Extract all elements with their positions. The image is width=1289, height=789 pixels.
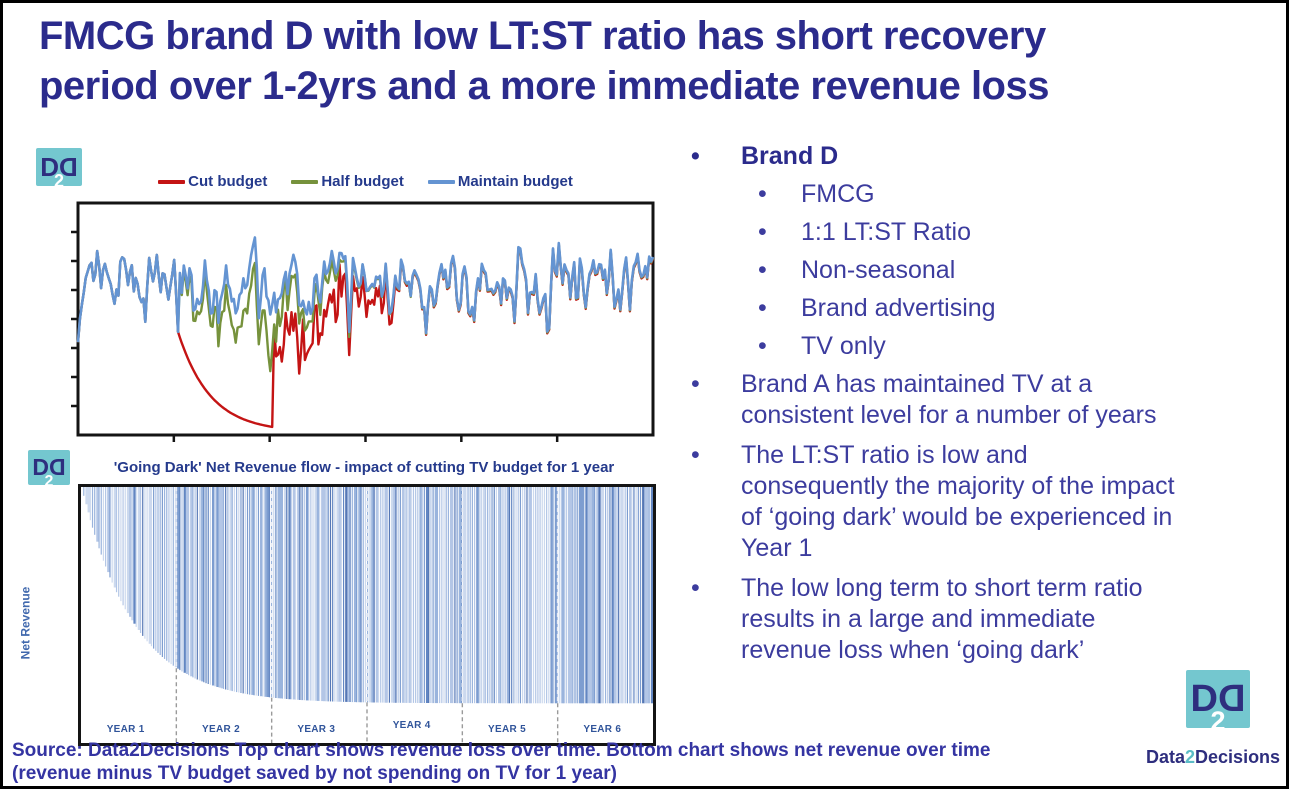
bullet-brand-a-maintained: • Brand A has maintained TV at a consist… — [683, 369, 1175, 431]
bullet-text: Brand advertising — [801, 294, 996, 322]
bullet-text: Brand A has maintained TV at a consisten… — [741, 370, 1157, 429]
bullet-non-seasonal: • Non-seasonal — [683, 255, 1175, 286]
bullet-text: TV only — [801, 332, 886, 360]
bullet-list: • Brand D • FMCG • 1:1 LT:ST Ratio • Non… — [683, 141, 1175, 675]
wordmark-2: 2 — [1185, 747, 1196, 767]
bullet-tv-only: • TV only — [683, 331, 1175, 362]
source-line1: Source: Data2Decisions Top chart shows r… — [12, 740, 991, 761]
logo-letter: D — [32, 454, 49, 480]
bullet-fmcg: • FMCG — [683, 179, 1175, 210]
net-revenue-bar-chart — [78, 484, 656, 746]
wordmark-data: Data — [1146, 747, 1186, 767]
bullet-text: 1:1 LT:ST Ratio — [801, 218, 971, 246]
logo-subscript-2: 2 — [1210, 706, 1226, 736]
legend-swatch-blue — [427, 179, 455, 184]
slide-title: FMCG brand D with low LT:ST ratio has sh… — [39, 11, 1279, 111]
legend-item-half-budget: Half budget — [291, 173, 404, 190]
source-line2: (revenue minus TV budget saved by not sp… — [12, 763, 617, 784]
bullet-brand-d: • Brand D — [683, 141, 1175, 172]
data2decisions-wordmark: Data2Decisions — [1146, 747, 1280, 768]
line-chart-canvas — [71, 201, 655, 442]
logo-letter: D — [1190, 677, 1218, 720]
bullet-immediate-loss: • The low long term to short term ratio … — [683, 573, 1175, 666]
ylabel-text: Net Revenue — [18, 586, 33, 660]
legend-label: Cut budget — [188, 173, 268, 190]
legend-item-maintain-budget: Maintain budget — [427, 173, 573, 190]
top-chart-legend: Cut budget Half budget Maintain budget — [78, 173, 653, 190]
slide-title-line2: period over 1-2yrs and a more immediate … — [39, 64, 1049, 108]
bullet-marker: • — [758, 218, 767, 246]
bullet-marker: • — [758, 332, 767, 360]
bullet-ratio-low-impact: • The LT:ST ratio is low and consequentl… — [683, 440, 1175, 564]
bullet-ltst-ratio: • 1:1 LT:ST Ratio — [683, 217, 1175, 248]
bullet-marker: • — [691, 441, 700, 469]
bullet-marker: • — [758, 294, 767, 322]
logo-letter: D — [40, 151, 59, 182]
logo-subscript-2: 2 — [53, 171, 65, 191]
legend-item-cut-budget: Cut budget — [158, 173, 267, 190]
legend-swatch-red — [158, 179, 186, 184]
legend-label: Maintain budget — [457, 173, 573, 190]
bullet-marker: • — [758, 180, 767, 208]
bullet-text: The low long term to short term ratio re… — [741, 574, 1143, 664]
bullet-marker: • — [691, 574, 700, 602]
source-note: Source: Data2Decisions Top chart shows r… — [12, 739, 990, 785]
bullet-marker: • — [691, 142, 700, 170]
bullet-text: The LT:ST ratio is low and consequently … — [741, 441, 1175, 562]
bullet-marker: • — [691, 370, 700, 398]
bar-chart-canvas — [83, 487, 653, 743]
bullet-text: Non-seasonal — [801, 256, 956, 284]
legend-label: Half budget — [321, 173, 404, 190]
revenue-loss-line-chart — [67, 199, 664, 451]
bullet-brand-advertising: • Brand advertising — [683, 293, 1175, 324]
wordmark-decisions: Decisions — [1195, 747, 1281, 767]
bullet-text: Brand D — [741, 142, 839, 170]
slide-title-line1: FMCG brand D with low LT:ST ratio has sh… — [39, 14, 1046, 58]
bottom-chart-ylabel: Net Revenue — [17, 558, 33, 688]
legend-swatch-green — [291, 179, 319, 184]
logo-subscript-2: 2 — [44, 473, 54, 490]
bullet-text: FMCG — [801, 180, 875, 208]
bottom-chart-title: 'Going Dark' Net Revenue flow - impact o… — [113, 459, 615, 476]
bullet-marker: • — [758, 256, 767, 284]
